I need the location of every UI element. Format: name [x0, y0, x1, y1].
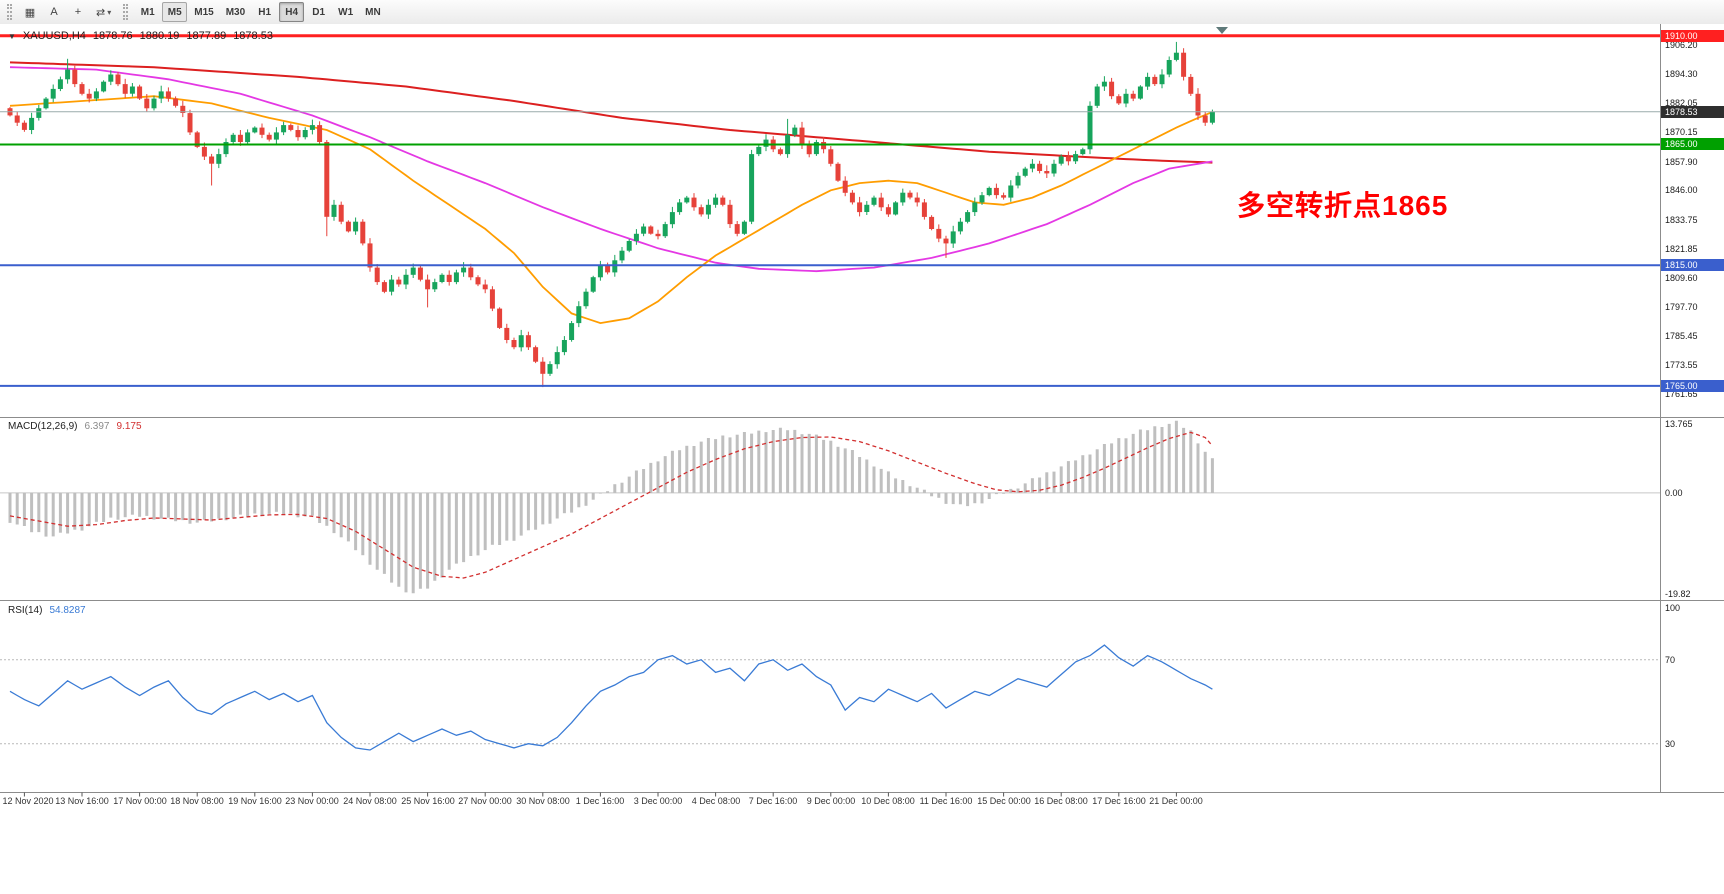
- timeframe-w1-button[interactable]: W1: [333, 2, 358, 22]
- macd-name: MACD(12,26,9): [8, 421, 78, 432]
- symbol-name: XAUUSD,H4: [22, 30, 86, 42]
- macd-signal-line: [9, 431, 1213, 579]
- ohlc-open: 1878.76: [92, 30, 133, 42]
- dropdown-caret-icon: ▾: [107, 7, 112, 17]
- ohlc-high: 1880.19: [139, 30, 180, 42]
- annotation-text: 多空转折点1865: [1237, 190, 1449, 221]
- timeframe-m5-button[interactable]: M5: [162, 2, 188, 22]
- ma-mid-line: [9, 66, 1213, 273]
- crosshair-icon: +: [74, 6, 82, 18]
- crosshair-button[interactable]: +: [67, 2, 89, 22]
- cursor-a-icon: A: [50, 6, 58, 18]
- rsi-value: 54.8287: [49, 605, 86, 616]
- rsi-line: [9, 644, 1213, 751]
- ohlc-close: 1878.53: [233, 30, 273, 42]
- candles-layer: [7, 41, 1215, 388]
- macd-histogram: [8, 420, 1214, 594]
- timeframe-m15-button[interactable]: M15: [189, 2, 218, 22]
- top-toolbar: ▦ A + ⇄ ▾ M1 M5 M15 M30 H1 H4 D1 W1 MN: [0, 0, 1724, 25]
- toolbar-grip[interactable]: [7, 4, 12, 20]
- chart-canvas[interactable]: [0, 24, 1724, 894]
- rsi-indicator-label: RSI(14) 54.8287: [8, 605, 86, 616]
- chart-window-icon: ▦: [24, 6, 36, 19]
- macd-signal-value: 9.175: [116, 421, 142, 432]
- autoscroll-button[interactable]: ⇄ ▾: [91, 2, 116, 22]
- timeframe-m1-button[interactable]: M1: [135, 2, 160, 22]
- chart-window-button[interactable]: ▦: [19, 2, 41, 22]
- timeframes-grip[interactable]: [123, 4, 129, 20]
- chart-shift-marker[interactable]: [1216, 27, 1228, 34]
- autoscroll-icon: ⇄: [96, 6, 106, 19]
- timeframe-h1-button[interactable]: H1: [252, 2, 277, 22]
- chart-area[interactable]: ▼ XAUUSD,H4 1878.76 1880.19 1877.89 1878…: [0, 24, 1724, 894]
- timeframe-h4-button[interactable]: H4: [279, 2, 305, 22]
- ma-slow-line: [9, 61, 1213, 164]
- macd-main-value: 6.397: [84, 421, 110, 432]
- ohlc-low: 1877.89: [186, 30, 227, 42]
- timeframe-d1-button[interactable]: D1: [306, 2, 331, 22]
- cursor-button[interactable]: A: [43, 2, 65, 22]
- symbol-collapse-icon[interactable]: ▼: [8, 31, 16, 41]
- rsi-name: RSI(14): [8, 605, 43, 616]
- timeframe-m30-button[interactable]: M30: [221, 2, 250, 22]
- macd-indicator-label: MACD(12,26,9) 6.397 9.175: [8, 421, 142, 432]
- chart-title-ohlc: ▼ XAUUSD,H4 1878.76 1880.19 1877.89 1878…: [8, 30, 273, 42]
- ma-fast-line: [9, 95, 1213, 325]
- timeframe-mn-button[interactable]: MN: [360, 2, 386, 22]
